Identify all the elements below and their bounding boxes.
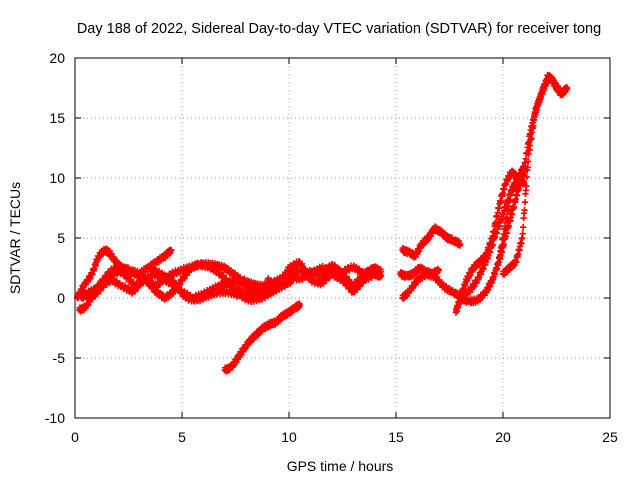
plus-marker — [521, 206, 528, 214]
plus-marker — [168, 246, 175, 254]
series-track-13 — [452, 167, 528, 316]
series-track-10 — [399, 223, 464, 261]
plus-marker — [505, 202, 513, 210]
y-tick-label: 0 — [57, 290, 65, 306]
plus-marker — [523, 173, 531, 181]
y-tick-label: 10 — [49, 170, 65, 186]
x-tick-label: 25 — [602, 429, 618, 445]
series-track-5 — [146, 263, 261, 303]
y-tick-label: 15 — [49, 110, 65, 126]
plus-marker — [435, 267, 442, 274]
plus-marker — [521, 198, 529, 206]
series-track-6 — [221, 300, 303, 375]
y-tick-label: 5 — [57, 230, 65, 246]
x-axis-label: GPS time / hours — [287, 458, 394, 474]
chart-title: Day 188 of 2022, Sidereal Day-to-day VTE… — [77, 21, 601, 37]
grid-lines — [75, 58, 610, 418]
x-tick-labels: 0 5 10 15 20 25 — [71, 429, 618, 445]
x-tick-label: 0 — [71, 429, 79, 445]
plus-marker — [559, 90, 567, 98]
series-track-9 — [285, 260, 378, 290]
plus-marker — [564, 84, 571, 92]
plus-marker — [496, 253, 504, 260]
plus-marker — [371, 264, 378, 272]
plus-marker — [523, 182, 530, 190]
x-tick-label: 20 — [495, 429, 511, 445]
x-tick-label: 10 — [281, 429, 297, 445]
plot-frame — [74, 57, 611, 419]
data-points — [73, 71, 571, 375]
plus-marker — [498, 242, 506, 249]
plus-marker — [492, 219, 500, 226]
plus-marker — [519, 230, 526, 237]
y-tick-labels: -10 -5 0 5 10 15 20 — [45, 50, 65, 426]
y-tick-label: -10 — [45, 410, 65, 426]
plus-marker — [377, 273, 385, 280]
plus-marker — [519, 224, 527, 231]
series-track-16 — [495, 72, 567, 266]
y-tick-label: 20 — [49, 50, 65, 66]
x-tick-label: 15 — [388, 429, 404, 445]
x-tick-label: 5 — [178, 429, 186, 445]
plus-marker — [457, 240, 464, 248]
y-axis-label: SDTVAR / TECUs — [7, 182, 23, 294]
plus-marker — [296, 302, 303, 309]
y-tick-label: -5 — [53, 350, 66, 366]
plus-marker — [503, 214, 511, 221]
plus-marker — [525, 138, 533, 146]
